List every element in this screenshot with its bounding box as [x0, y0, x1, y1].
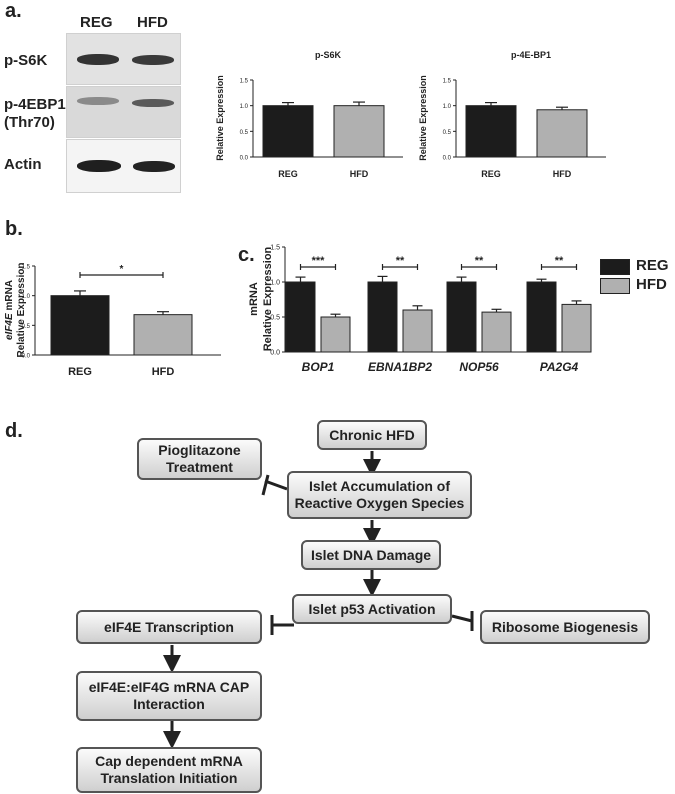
significance-marker: ** [555, 255, 564, 267]
y-tick-label: 1.5 [22, 265, 31, 271]
chart-ribo: 0.0 0.5 1.0 1.5 mRNA Relative Expression *** BO… [248, 245, 592, 374]
panel-label-b: b. [5, 218, 23, 240]
y-tick-label: 0.0 [240, 156, 249, 162]
legend-swatch-reg [600, 259, 630, 275]
y-tick-label: 0.0 [270, 350, 280, 357]
x-tick-label: REG [278, 169, 298, 179]
blot-column-hfd: HFD [137, 14, 168, 31]
y-tick-label: 1.0 [443, 104, 452, 110]
blot-band-ps6k-hfd [132, 55, 174, 65]
y-tick-label: 0.5 [22, 324, 31, 330]
bar-reg [465, 105, 517, 158]
panel-label-d: d. [5, 420, 23, 442]
x-tick-label: HFD [152, 366, 175, 378]
x-tick-label: NOP56 [459, 360, 499, 374]
flow-box-eif4e-transcription: eIF4E Transcription [76, 610, 262, 644]
significance-marker: * [120, 264, 124, 275]
y-tick-label: 1.5 [270, 245, 280, 252]
y-tick-label: 0.5 [240, 130, 249, 136]
y-axis-label-line1: eIF4E mRNA [4, 280, 15, 340]
x-tick-label: BOP1 [302, 360, 335, 374]
legend-label-hfd: HFD [636, 276, 667, 293]
y-axis-label-line2: Relative Expression [262, 246, 274, 351]
bar-bop1-reg [285, 281, 316, 353]
blot-band-p4ebp1-reg [77, 97, 119, 105]
x-tick-label: EBNA1BP2 [368, 360, 432, 374]
bar-nop56-reg [446, 281, 477, 353]
y-tick-label: 0.0 [22, 354, 31, 360]
significance-marker: ** [396, 255, 405, 267]
y-tick-label: 0.5 [443, 130, 452, 136]
chart-eif4e: 0.0 0.5 1.0 1.5 REG HFD eIF4E mRNA Relative Exp… [4, 262, 221, 378]
y-tick-label: 0.0 [443, 156, 452, 162]
flow-box-translation-initiation: Cap dependent mRNA Translation Initiatio… [76, 747, 262, 793]
x-tick-label: PA2G4 [540, 360, 579, 374]
bar-hfd [333, 105, 385, 158]
bar-nop56-hfd [481, 311, 512, 353]
chart-ps6k: 0.0 0.5 1.0 1.5 p-S6K REG HFD Relative Expressi… [215, 50, 403, 179]
flow-box-dna-damage: Islet DNA Damage [301, 540, 441, 570]
y-axis-label: Relative Expression [215, 75, 225, 161]
y-axis-label-suffix: mRNA [4, 280, 15, 313]
y-axis-label: Relative Expression [418, 75, 428, 161]
y-tick-label: 1.5 [443, 79, 452, 85]
significance-marker: *** [312, 255, 326, 267]
bar-hfd [536, 109, 588, 158]
bar-hfd [133, 314, 193, 356]
flow-box-chronic-hfd: Chronic HFD [317, 420, 427, 450]
y-tick-label: 1.5 [240, 79, 249, 85]
bar-pa2g4-hfd [561, 303, 592, 353]
blot-row-label-p4ebp1: p-4EBP1 (Thr70) [4, 96, 66, 131]
legend-label-reg: REG [636, 257, 669, 274]
inhibit-bar-pioglitazone [261, 474, 270, 496]
blot-strip-p4ebp1 [66, 86, 181, 138]
bar-reg [262, 105, 314, 158]
blot-row-label-ps6k: p-S6K [4, 52, 48, 69]
bar-ebna1bp2-hfd [402, 309, 433, 353]
blot-strip-ps6k [66, 33, 181, 85]
y-tick-label: 1.0 [240, 104, 249, 110]
inhibit-p53-ribosome [451, 614, 473, 623]
y-tick-label: 1.0 [270, 280, 280, 287]
blot-band-actin-reg [77, 160, 121, 172]
y-axis-label-line1: mRNA [248, 282, 260, 316]
blot-band-ps6k-reg [77, 54, 119, 65]
flow-box-ros: Islet Accumulation of Reactive Oxygen Sp… [287, 471, 472, 519]
x-tick-label: REG [68, 366, 92, 378]
bar-bop1-hfd [320, 316, 351, 353]
y-axis-label-line2: Relative Expression [16, 262, 27, 357]
flow-box-ribosome-biogenesis: Ribosome Biogenesis [480, 610, 650, 644]
x-tick-label: REG [481, 169, 501, 179]
panel-label-c: c. [238, 244, 255, 266]
y-tick-label: 1.0 [22, 294, 31, 300]
blot-strip-actin [66, 139, 181, 193]
flow-box-p53: Islet p53 Activation [292, 594, 452, 624]
flow-box-cap-interaction: eIF4E:eIF4G mRNA CAP Interaction [76, 671, 262, 721]
bar-reg [50, 295, 110, 356]
y-axis-label-gene: eIF4E [4, 313, 15, 340]
x-tick-label: HFD [553, 169, 572, 179]
panel-label-a: a. [5, 0, 22, 22]
chart-title: p-S6K [315, 50, 342, 60]
inhibit-pioglitazone-ros [264, 479, 288, 491]
x-tick-label: HFD [350, 169, 369, 179]
blot-row-label-actin: Actin [4, 156, 42, 173]
bar-pa2g4-reg [526, 281, 557, 353]
blot-band-p4ebp1-hfd [132, 99, 174, 107]
bar-ebna1bp2-reg [367, 281, 398, 353]
significance-marker: ** [475, 255, 484, 267]
flow-box-pioglitazone: Pioglitazone Treatment [137, 438, 262, 480]
blot-column-reg: REG [80, 14, 113, 31]
blot-band-actin-hfd [133, 161, 175, 172]
chart-title: p-4E-BP1 [511, 50, 551, 60]
y-tick-label: 0.5 [270, 315, 280, 322]
legend-swatch-hfd [600, 278, 630, 294]
chart-p4ebp1: 0.0 0.5 1.0 1.5 p-4E-BP1 REG HFD Relative Expre… [418, 50, 606, 179]
